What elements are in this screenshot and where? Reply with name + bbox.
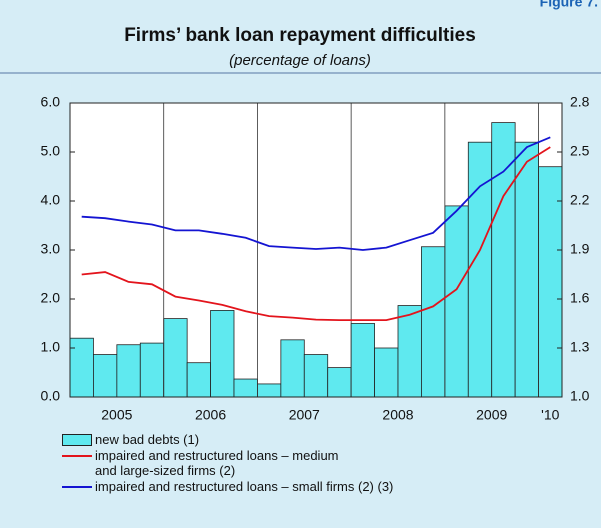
area-step: [397, 305, 422, 398]
y2-tick-label: 1.0: [570, 388, 590, 404]
y2-tick-label: 1.3: [570, 339, 590, 355]
chart-subtitle: (percentage of loans): [229, 52, 371, 69]
area-step: [139, 342, 165, 398]
area-step: [421, 246, 446, 398]
x-tick-label: 2006: [195, 407, 226, 423]
area-step: [93, 354, 118, 398]
area-step: [444, 205, 469, 398]
legend-swatch: [62, 448, 92, 463]
swatch-mark: [62, 455, 92, 457]
y2-tick-label: 2.5: [570, 143, 590, 159]
y-tick-label: 4.0: [41, 192, 61, 208]
x-tick-label: 2005: [101, 407, 132, 423]
area-step: [116, 344, 141, 398]
chart-title: Firms’ bank loan repayment difficulties: [124, 25, 476, 46]
area-step: [350, 323, 375, 398]
area-step: [514, 141, 539, 398]
area-step: [186, 362, 211, 398]
legend-item: new bad debts (1): [62, 432, 393, 447]
area-step: [210, 310, 235, 398]
x-tick-label: '10: [541, 407, 559, 423]
y2-tick-label: 2.8: [570, 94, 590, 110]
legend-swatch: [62, 432, 92, 447]
swatch-mark: [62, 486, 92, 488]
y-tick-label: 3.0: [41, 241, 61, 257]
x-tick-label: 2009: [476, 407, 507, 423]
legend-item: impaired and restructured loans – small …: [62, 479, 393, 494]
area-step: [163, 318, 188, 398]
area-step: [327, 367, 352, 398]
figure-label: Figure 7.: [540, 0, 598, 10]
legend-swatch: [62, 479, 92, 494]
area-step: [280, 339, 305, 398]
line: [81, 146, 551, 321]
swatch-mark: [62, 434, 92, 446]
area-step: [257, 383, 282, 398]
y2-tick-label: 1.6: [570, 290, 590, 306]
area-step: [374, 347, 399, 398]
y-tick-label: 2.0: [41, 290, 61, 306]
line: [81, 136, 551, 251]
area-step: [69, 337, 94, 398]
legend: new bad debts (1) impaired and restructur…: [62, 432, 393, 495]
x-tick-label: 2008: [382, 407, 413, 423]
y-tick-label: 0.0: [41, 388, 61, 404]
legend-label: impaired and restructured loans – medium…: [95, 448, 339, 478]
y2-tick-label: 2.2: [570, 192, 590, 208]
legend-label: impaired and restructured loans – small …: [95, 479, 394, 494]
y2-tick-label: 1.9: [570, 241, 590, 257]
legend-item: impaired and restructured loans – medium…: [62, 448, 393, 478]
legend-label: new bad debts (1): [95, 432, 200, 447]
y-tick-label: 1.0: [41, 339, 61, 355]
y-tick-label: 5.0: [41, 143, 61, 159]
area-step: [303, 354, 329, 398]
area-step: [233, 378, 258, 398]
y-tick-label: 6.0: [41, 94, 61, 110]
x-tick-label: 2007: [289, 407, 320, 423]
